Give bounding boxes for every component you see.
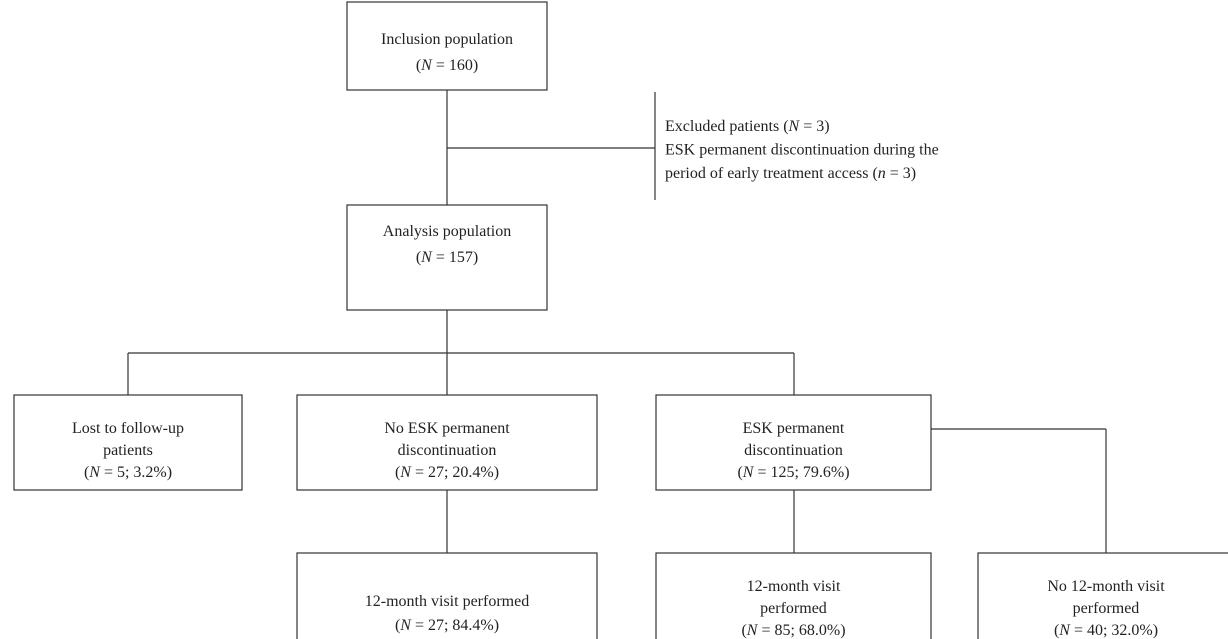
connectors	[127, 90, 1107, 553]
node-label: (N = 27; 84.4%)	[395, 617, 499, 634]
node-label: ESK permanent	[743, 420, 845, 437]
node-label: performed	[760, 600, 827, 617]
node-label: (N = 40; 32.0%)	[1054, 622, 1158, 639]
node-label: No 12-month visit	[1047, 578, 1165, 595]
node-label: discontinuation	[398, 442, 497, 459]
exclusion-note: Excluded patients (N = 3)	[665, 118, 830, 135]
node-label: (N = 157)	[416, 249, 478, 266]
node-box	[655, 394, 932, 491]
node-box	[296, 552, 598, 639]
exclusion-note: ESK permanent discontinuation during the	[665, 141, 939, 158]
node-label: (N = 160)	[416, 57, 478, 74]
node-label: (N = 85; 68.0%)	[741, 622, 845, 639]
node-label: 12-month visit performed	[365, 593, 529, 610]
node-box	[977, 552, 1228, 639]
node-label: Inclusion population	[381, 31, 513, 48]
exclusion-note: period of early treatment access (n = 3)	[665, 165, 916, 182]
node-box	[346, 1, 548, 91]
node-label: Analysis population	[383, 223, 511, 240]
node-box	[655, 552, 932, 639]
node-label: patients	[103, 442, 153, 459]
node-label: (N = 5; 3.2%)	[84, 464, 172, 481]
node-box	[13, 394, 243, 491]
node-label: (N = 27; 20.4%)	[395, 464, 499, 481]
node-box	[346, 204, 548, 311]
node-box	[296, 394, 598, 491]
node-label: performed	[1073, 600, 1140, 617]
node-label: discontinuation	[744, 442, 843, 459]
node-label: (N = 125; 79.6%)	[737, 464, 849, 481]
node-label: 12-month visit	[747, 578, 841, 595]
node-label: No ESK permanent	[384, 420, 510, 437]
node-label: Lost to follow-up	[72, 420, 184, 437]
